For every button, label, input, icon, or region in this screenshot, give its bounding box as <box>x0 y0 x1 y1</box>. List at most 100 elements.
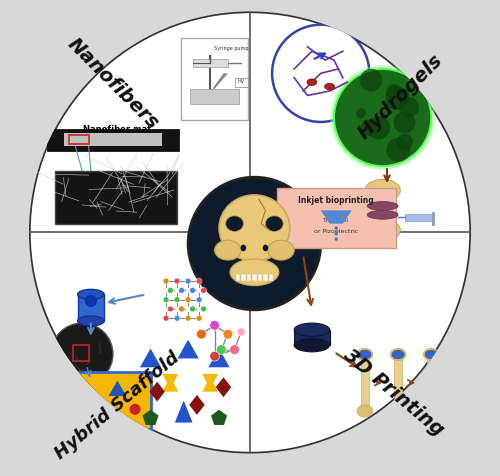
Ellipse shape <box>390 348 406 361</box>
Bar <box>73 346 88 361</box>
Ellipse shape <box>78 290 104 300</box>
Polygon shape <box>150 382 165 402</box>
Circle shape <box>367 117 390 140</box>
Polygon shape <box>202 374 218 392</box>
Circle shape <box>168 288 173 294</box>
Ellipse shape <box>294 339 330 352</box>
Text: Hybrid Scaffold: Hybrid Scaffold <box>52 348 183 462</box>
Ellipse shape <box>390 405 406 417</box>
Text: Syringe pump: Syringe pump <box>214 46 248 51</box>
Bar <box>234 79 248 88</box>
Polygon shape <box>208 349 230 367</box>
Circle shape <box>230 345 239 355</box>
Circle shape <box>223 329 233 339</box>
Circle shape <box>210 352 220 361</box>
Circle shape <box>174 297 180 303</box>
Text: 3D Printing: 3D Printing <box>340 345 448 439</box>
Polygon shape <box>142 410 158 425</box>
Circle shape <box>163 316 169 321</box>
Circle shape <box>386 87 409 111</box>
Circle shape <box>185 278 191 284</box>
Bar <box>269 275 273 281</box>
Ellipse shape <box>367 211 398 220</box>
Circle shape <box>334 227 338 230</box>
Polygon shape <box>69 377 86 392</box>
Text: Nanofibers: Nanofibers <box>64 34 162 132</box>
Ellipse shape <box>324 84 334 91</box>
Polygon shape <box>216 377 231 397</box>
Circle shape <box>178 288 184 294</box>
Circle shape <box>188 178 320 310</box>
Text: Inkjet bioprinting: Inkjet bioprinting <box>298 196 374 204</box>
Polygon shape <box>212 74 228 89</box>
Ellipse shape <box>424 348 439 361</box>
Circle shape <box>86 388 96 399</box>
Circle shape <box>396 135 413 150</box>
Circle shape <box>185 316 191 321</box>
Ellipse shape <box>240 245 246 252</box>
Circle shape <box>398 98 419 118</box>
Circle shape <box>386 139 410 162</box>
Circle shape <box>200 288 206 294</box>
Bar <box>404 214 434 222</box>
Ellipse shape <box>357 405 373 417</box>
Ellipse shape <box>262 245 268 252</box>
Ellipse shape <box>424 405 439 417</box>
Ellipse shape <box>266 217 283 232</box>
Circle shape <box>334 232 338 236</box>
Circle shape <box>200 307 206 312</box>
Bar <box>252 275 256 281</box>
Bar <box>264 275 268 281</box>
Text: HV: HV <box>238 79 244 84</box>
Bar <box>46 129 180 151</box>
Ellipse shape <box>392 350 404 359</box>
Circle shape <box>178 307 184 312</box>
Bar <box>236 275 240 281</box>
FancyBboxPatch shape <box>276 189 396 248</box>
Bar <box>294 330 330 346</box>
Circle shape <box>174 316 180 321</box>
Circle shape <box>398 90 409 101</box>
Bar <box>258 275 262 281</box>
Ellipse shape <box>294 323 330 337</box>
Bar <box>56 171 177 224</box>
Polygon shape <box>140 349 161 367</box>
Circle shape <box>190 307 196 312</box>
Text: or Pizoelectric: or Pizoelectric <box>314 229 358 234</box>
Circle shape <box>174 278 180 284</box>
Ellipse shape <box>357 348 373 361</box>
Bar <box>69 136 88 145</box>
Circle shape <box>29 12 471 454</box>
Polygon shape <box>64 403 82 418</box>
Bar <box>192 60 228 68</box>
Polygon shape <box>211 410 227 425</box>
Bar <box>241 275 246 281</box>
Circle shape <box>210 321 220 330</box>
Polygon shape <box>320 211 352 224</box>
Circle shape <box>168 307 173 312</box>
Text: Thermal: Thermal <box>323 218 349 223</box>
Circle shape <box>190 288 196 294</box>
Polygon shape <box>162 374 178 392</box>
Polygon shape <box>108 381 126 396</box>
Bar <box>64 134 162 147</box>
FancyBboxPatch shape <box>182 39 248 120</box>
Circle shape <box>394 112 415 134</box>
Circle shape <box>386 85 402 100</box>
Ellipse shape <box>268 241 294 260</box>
Bar <box>394 357 402 409</box>
Ellipse shape <box>78 316 104 326</box>
Circle shape <box>163 297 169 303</box>
Circle shape <box>185 297 191 303</box>
Circle shape <box>163 278 169 284</box>
Ellipse shape <box>219 196 290 262</box>
Circle shape <box>360 69 382 92</box>
Circle shape <box>86 296 96 307</box>
Bar <box>428 357 435 409</box>
Circle shape <box>196 316 202 321</box>
Polygon shape <box>98 403 115 418</box>
Circle shape <box>196 297 202 303</box>
Circle shape <box>356 109 366 119</box>
Circle shape <box>130 404 140 415</box>
Polygon shape <box>175 401 192 423</box>
